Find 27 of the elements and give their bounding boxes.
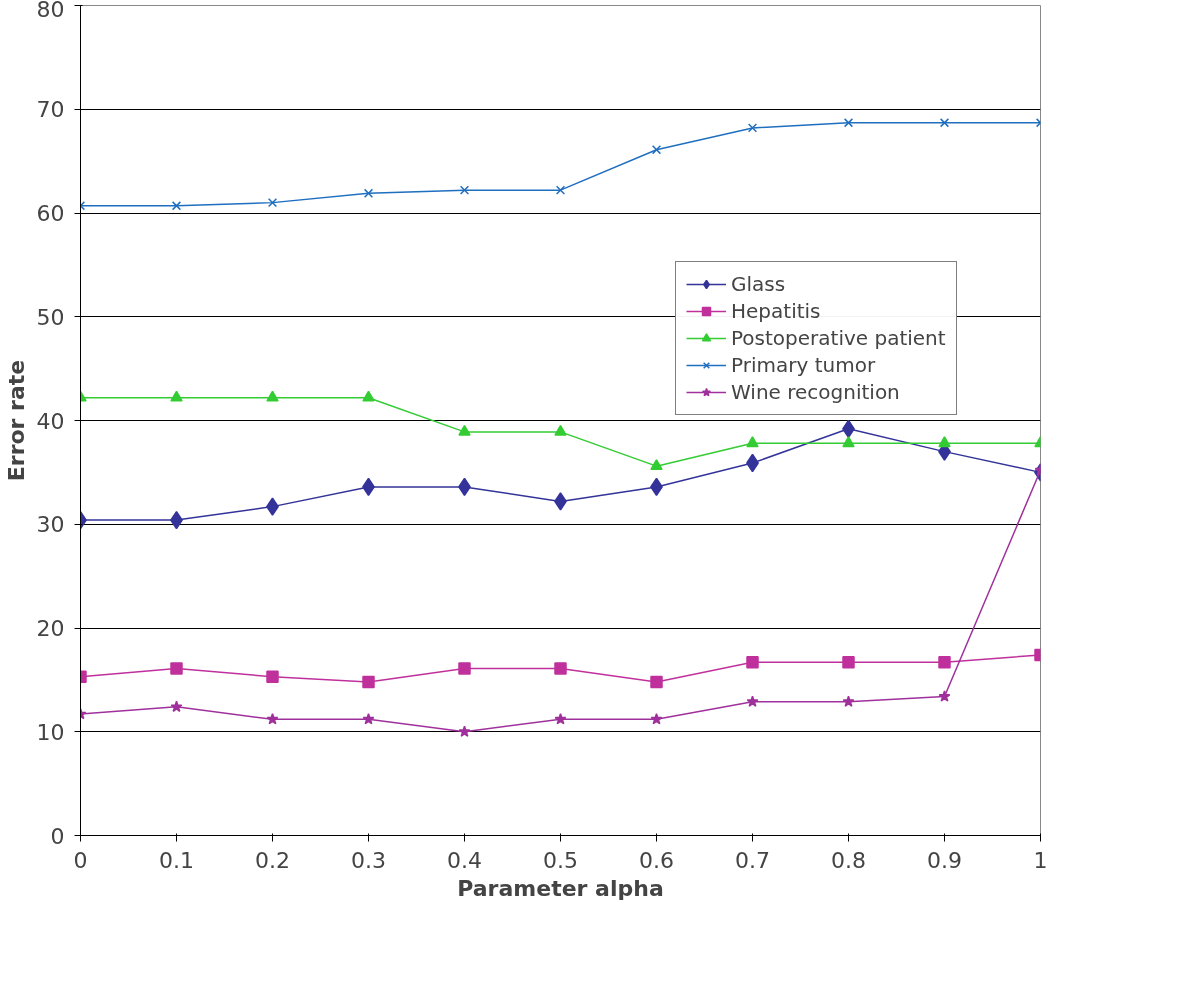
y-axis-title: Error rate (3, 359, 29, 482)
y-tick-label: 30 (36, 512, 65, 538)
x-tick-label: 0.1 (159, 847, 195, 873)
x-tick-label: 0 (73, 847, 88, 873)
legend-label: Postoperative patient (731, 326, 946, 350)
x-tick-label: 1 (1033, 847, 1048, 873)
legend-label: Glass (731, 272, 786, 296)
x-tick-label: 0.8 (831, 847, 867, 873)
y-tick-label: 0 (50, 823, 65, 849)
legend-label: Primary tumor (731, 353, 876, 377)
legend-label: Hepatitis (731, 299, 821, 323)
x-axis-title: Parameter alpha (457, 875, 664, 901)
x-tick-label: 0.5 (543, 847, 579, 873)
y-tick-label: 10 (36, 719, 65, 745)
x-tick-label: 0.4 (447, 847, 483, 873)
y-tick-label: 20 (36, 616, 65, 641)
x-tick-label: 0.9 (927, 847, 963, 873)
x-tick-label: 0.7 (735, 847, 771, 873)
x-tick-label: 0.3 (351, 847, 387, 873)
y-tick-label: 60 (36, 201, 65, 226)
legend-label: Wine recognition (731, 380, 900, 404)
y-tick-label: 40 (36, 408, 65, 434)
y-tick-label: 70 (36, 97, 65, 123)
x-tick-label: 0.6 (639, 847, 675, 873)
x-tick-label: 0.2 (255, 847, 291, 873)
y-tick-label: 50 (36, 304, 65, 330)
y-tick-label: 80 (36, 0, 65, 22)
